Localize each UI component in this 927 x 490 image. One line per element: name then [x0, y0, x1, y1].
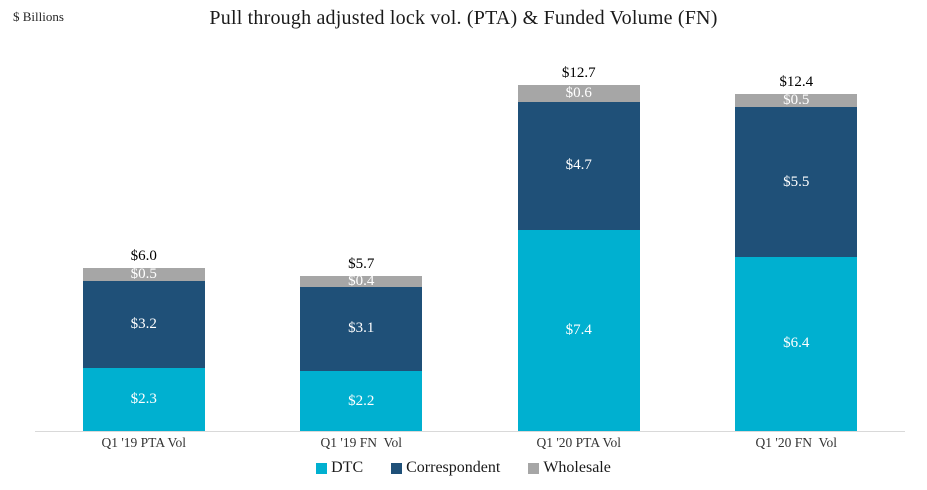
units-label: $ Billions: [13, 9, 64, 24]
bar-stack: $0.6 $4.7 $7.4: [517, 85, 640, 431]
bar-total-label: $5.7: [348, 255, 375, 272]
bar-segment-wholesale: $0.5: [735, 91, 858, 108]
legend-swatch-icon: [391, 462, 403, 474]
bar-segment-correspondent: $4.7: [517, 101, 640, 230]
legend-item-correspondent: Correspondent: [391, 459, 500, 477]
segment-value-label: $3.2: [130, 316, 157, 333]
bar-segment-dtc: $2.2: [300, 371, 423, 431]
bar-segment-correspondent: $3.1: [300, 286, 423, 372]
legend-swatch-icon: [528, 462, 540, 474]
bar-total-label: $6.0: [130, 247, 157, 264]
legend-swatch-icon: [316, 462, 328, 474]
plot-area: $6.0 $0.5 $3.2 $2.3 $5.7 $0.4 $3.1 $2.2 $12.7 $0.…: [35, 50, 905, 432]
segment-value-label: $0.5: [130, 266, 157, 283]
legend-item-wholesale: Wholesale: [528, 459, 611, 477]
legend-label: Wholesale: [543, 459, 611, 476]
segment-value-label: $2.2: [348, 392, 375, 409]
segment-value-label: $6.4: [783, 335, 810, 352]
bar-total-label: $12.7: [561, 65, 596, 82]
bar-stack: $0.4 $3.1 $2.2: [300, 272, 423, 431]
bar-segment-wholesale: $0.5: [82, 266, 205, 283]
segment-value-label: $0.6: [565, 85, 592, 102]
bar-stack: $0.5 $5.5 $6.4: [735, 91, 858, 431]
bar-group: $5.7 $0.4 $3.1 $2.2: [253, 50, 471, 431]
bar-segment-dtc: $2.3: [82, 368, 205, 431]
legend: DTC Correspondent Wholesale: [0, 459, 927, 477]
bar-segment-correspondent: $3.2: [82, 281, 205, 369]
chart-title: Pull through adjusted lock vol. (PTA) & …: [209, 7, 718, 29]
segment-value-label: $0.4: [348, 272, 375, 289]
bar-group: $12.7 $0.6 $4.7 $7.4: [470, 50, 688, 431]
bar-group: $6.0 $0.5 $3.2 $2.3: [35, 50, 253, 431]
legend-label: Correspondent: [406, 459, 501, 476]
segment-value-label: $2.3: [130, 391, 157, 408]
x-axis-category-label: Q1 '19 PTA Vol: [101, 435, 186, 450]
legend-item-dtc: DTC: [316, 459, 363, 477]
bar-segment-wholesale: $0.4: [300, 272, 423, 289]
x-axis-category-label: Q1 '20 PTA Vol: [536, 435, 621, 450]
bar-segment-correspondent: $5.5: [735, 107, 858, 257]
bar-total-label: $12.4: [779, 73, 814, 90]
bar-group: $12.4 $0.5 $5.5 $6.4: [688, 50, 906, 431]
bar-segment-wholesale: $0.6: [517, 85, 640, 102]
segment-value-label: $3.1: [348, 320, 375, 337]
segment-value-label: $4.7: [565, 157, 592, 174]
segment-value-label: $5.5: [783, 173, 810, 190]
x-axis-category-label: Q1 '19 FN Vol: [320, 435, 402, 450]
x-axis-labels: Q1 '19 PTA Vol Q1 '19 FN Vol Q1 '20 PTA Vo…: [35, 435, 905, 451]
segment-value-label: $7.4: [565, 321, 592, 338]
legend-label: DTC: [331, 459, 364, 476]
bar-segment-dtc: $7.4: [517, 229, 640, 431]
bar-segment-dtc: $6.4: [735, 256, 858, 431]
x-axis-category-label: Q1 '20 FN Vol: [755, 435, 837, 450]
segment-value-label: $0.5: [783, 91, 810, 108]
bar-stack: $0.5 $3.2 $2.3: [82, 266, 205, 431]
